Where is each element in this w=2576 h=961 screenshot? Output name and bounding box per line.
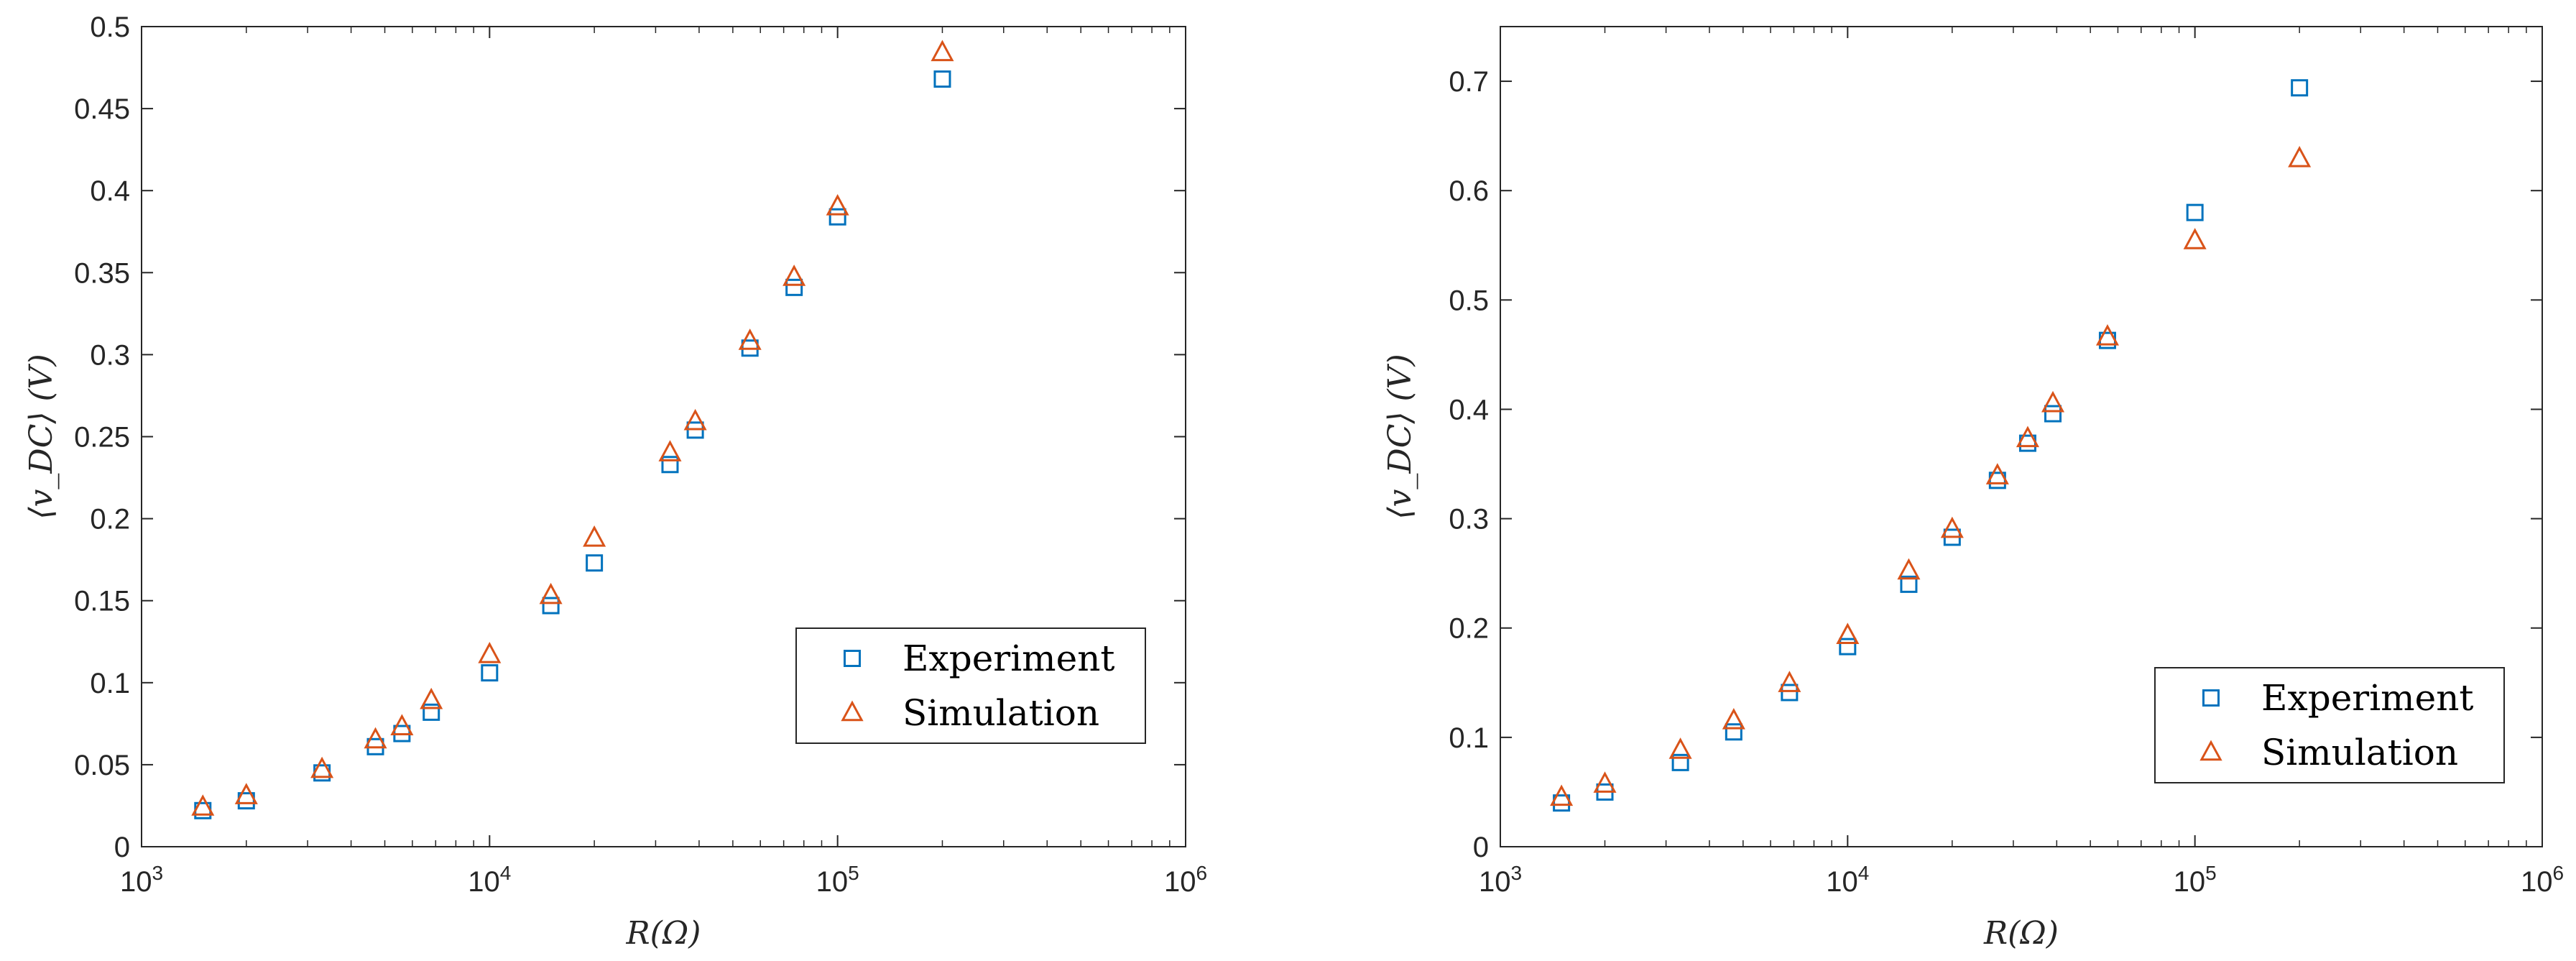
data-point-simulation	[583, 525, 606, 547]
data-point-experiment	[423, 703, 440, 721]
x-axis-label: R(Ω)	[626, 915, 701, 952]
legend-box	[2154, 667, 2505, 783]
y-tick-label: 0.1	[1449, 722, 1489, 754]
legend-marker-experiment	[844, 650, 861, 667]
data-point-experiment	[828, 208, 846, 226]
data-point-simulation	[683, 408, 707, 431]
data-point-simulation	[234, 783, 258, 804]
data-point-experiment	[933, 70, 951, 88]
data-point-experiment	[2186, 203, 2204, 221]
data-point-simulation	[1940, 516, 1964, 538]
y-tick-label: 0	[114, 832, 130, 863]
y-tick-label: 0.5	[1449, 285, 1489, 316]
y-tick-label: 0.15	[74, 586, 130, 617]
y-tick-label: 0.45	[74, 93, 130, 125]
y-axis-label: ⟨v_DC⟩ (V)	[23, 354, 60, 519]
x-tick-label: 105	[2174, 862, 2217, 898]
series-simulation	[191, 40, 954, 816]
data-point-simulation	[1985, 463, 2009, 484]
data-point-simulation	[2016, 426, 2039, 448]
data-point-experiment	[1671, 753, 1689, 771]
y-tick-label: 0.3	[90, 339, 130, 371]
data-point-simulation	[1668, 737, 1692, 759]
y-axis-label: ⟨v_DC⟩ (V)	[1382, 354, 1418, 519]
y-tick-label: 0.4	[90, 175, 130, 207]
data-point-simulation	[191, 794, 215, 816]
data-point-experiment	[481, 664, 499, 682]
data-point-simulation	[1836, 622, 1860, 644]
data-point-simulation	[658, 440, 682, 461]
data-point-simulation	[478, 641, 502, 663]
data-point-simulation	[1593, 771, 1617, 793]
legend-marker-simulation	[841, 700, 864, 722]
data-point-experiment	[1839, 638, 1857, 656]
data-point-simulation	[1550, 784, 1574, 806]
data-point-simulation	[539, 582, 563, 604]
data-point-simulation	[364, 727, 387, 749]
legend-label-simulation: Simulation	[2261, 732, 2458, 773]
data-point-simulation	[2095, 324, 2119, 346]
data-point-experiment	[2291, 79, 2309, 97]
x-tick-label: 103	[120, 862, 163, 898]
legend-label-simulation: Simulation	[902, 692, 1099, 734]
y-tick-label: 0.35	[74, 257, 130, 289]
legend: Experiment Simulation	[2154, 667, 2505, 783]
y-tick-label: 0.5	[90, 12, 130, 43]
data-point-experiment	[1781, 684, 1799, 702]
x-tick-label: 105	[816, 862, 859, 898]
data-point-experiment	[1725, 723, 1742, 741]
legend-label-experiment: Experiment	[902, 638, 1114, 679]
x-axis-label: R(Ω)	[1983, 915, 2059, 952]
y-tick-label: 0.05	[74, 750, 130, 781]
x-tick-label: 106	[2521, 862, 2564, 898]
data-point-simulation	[826, 193, 849, 216]
x-tick-label: 106	[1164, 862, 1207, 898]
data-point-simulation	[1897, 558, 1921, 580]
y-tick-label: 0.2	[90, 504, 130, 535]
data-point-simulation	[390, 714, 414, 735]
x-tick-label: 104	[1826, 862, 1869, 898]
legend-marker-experiment	[2202, 689, 2220, 707]
legend: Experiment Simulation	[795, 627, 1146, 744]
data-point-simulation	[310, 756, 334, 778]
data-point-simulation	[738, 328, 762, 350]
chart-1: 103 104 105 106 0 0.05 0.1 0.15 0.2 0.25 0.3 0.35 0.…	[23, 12, 1207, 952]
data-point-simulation	[2183, 228, 2207, 249]
data-point-simulation	[1722, 708, 1745, 730]
x-tick-label: 103	[1479, 862, 1522, 898]
y-tick-label: 0.1	[90, 668, 130, 699]
y-tick-label: 0.4	[1449, 394, 1489, 426]
data-point-simulation	[1778, 671, 1801, 692]
y-tick-label: 0.6	[1449, 175, 1489, 207]
y-tick-label: 0.3	[1449, 504, 1489, 535]
data-point-experiment	[2044, 405, 2062, 423]
chart-2: 103 104 105 106 0 0.1 0.2 0.3 0.4 0.5 0.6 0.7 R(Ω) ⟨v…	[1382, 26, 2564, 952]
data-point-simulation	[783, 265, 806, 286]
y-tick-label: 0.25	[74, 422, 130, 454]
legend-box	[795, 627, 1146, 744]
series-simulation	[1550, 146, 2312, 806]
data-point-simulation	[2288, 146, 2312, 167]
data-point-experiment	[785, 278, 803, 296]
data-point-experiment	[586, 554, 604, 572]
y-tick-label: 0	[1473, 832, 1489, 863]
data-point-experiment	[542, 597, 560, 615]
data-point-simulation	[2041, 390, 2065, 413]
x-tick-label: 104	[468, 862, 511, 898]
y-tick-label: 0.2	[1449, 613, 1489, 645]
data-point-experiment	[1900, 575, 1918, 593]
legend-label-experiment: Experiment	[2261, 677, 2473, 719]
legend-marker-simulation	[2199, 740, 2222, 761]
data-point-simulation	[420, 687, 443, 709]
data-point-simulation	[931, 40, 954, 62]
data-point-experiment	[661, 456, 679, 474]
y-tick-label: 0.7	[1449, 66, 1489, 98]
